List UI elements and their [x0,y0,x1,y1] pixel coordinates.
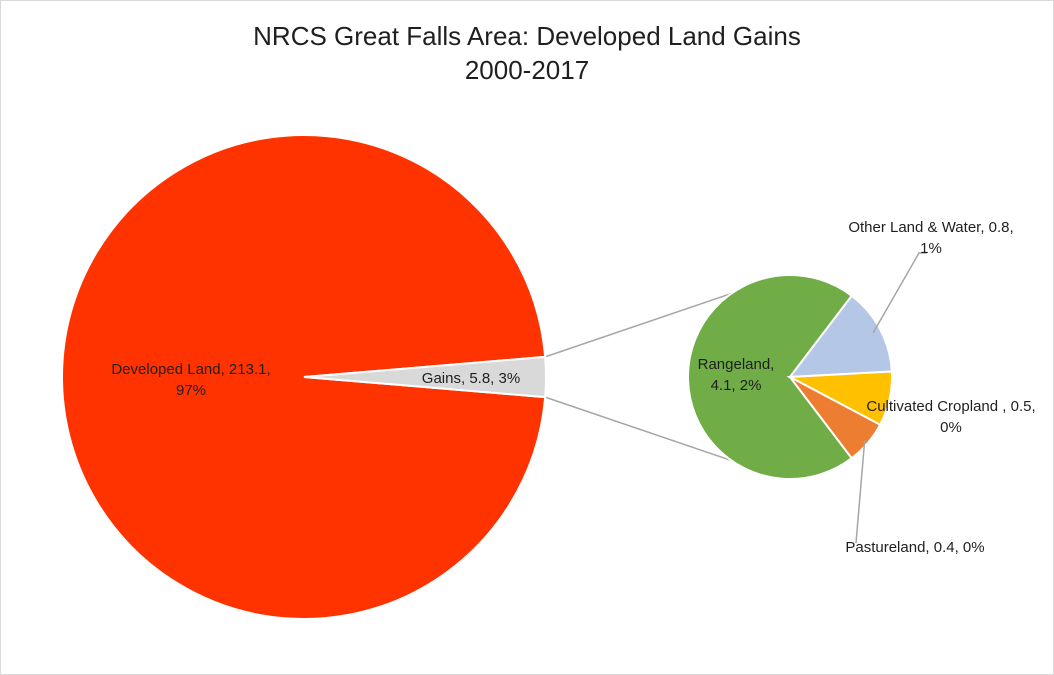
chart-title: NRCS Great Falls Area: Developed Land Ga… [1,19,1053,87]
leader-pastureland [855,440,866,544]
chart-title-line1: NRCS Great Falls Area: Developed Land Ga… [253,21,801,51]
primary-pie [61,134,547,620]
slice-other-land-water [787,294,893,379]
connector-top [544,292,732,358]
label-developed-land: Developed Land, 213.1, [111,361,270,378]
slice-developed-land [61,134,547,620]
slice-gains [303,355,547,399]
chart-title-line2: 2000-2017 [464,55,590,85]
slice-pastureland [789,376,882,460]
leader-lines [855,252,927,544]
connector-lines [544,292,732,462]
label-cultivated-cropland-line2: 0% [940,419,962,436]
leader-other-land-water [872,252,927,334]
label-gains: Gains, 5.8, 3% [422,370,520,387]
label-rangeland: Rangeland, [698,356,775,373]
secondary-pie [687,274,893,480]
connector-bottom [544,396,732,462]
label-developed-land-line2: 97% [176,382,206,399]
label-rangeland-line2: 4.1, 2% [711,377,762,394]
label-cultivated-cropland: Cultivated Cropland , 0.5, [866,398,1035,415]
label-other-land-water-line2: 1% [920,240,942,257]
label-pastureland: Pastureland, 0.4, 0% [845,539,984,556]
slice-rangeland [687,274,854,480]
data-labels: Developed Land, 213.1, 97% Gains, 5.8, 3% R… [111,219,1035,556]
label-other-land-water: Other Land & Water, 0.8, [848,219,1013,236]
